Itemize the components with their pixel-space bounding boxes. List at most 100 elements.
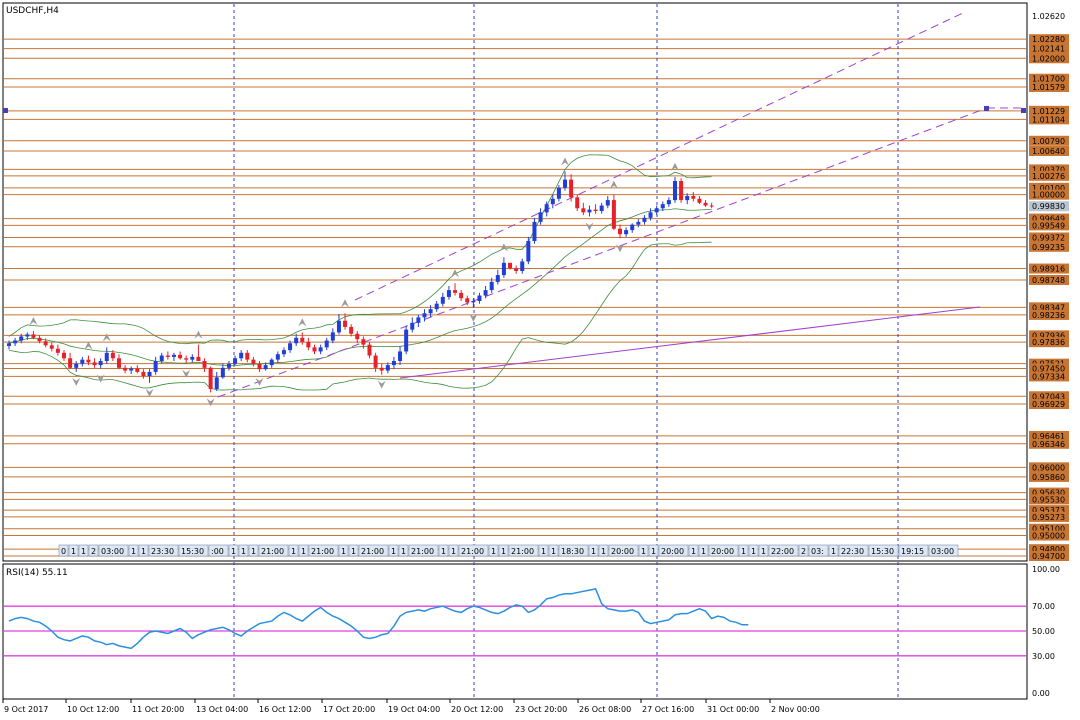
strip-tag: 1 [228,544,239,557]
strip-tag-label: 1 [341,547,346,556]
price-tick: 1.01579 [1029,81,1069,92]
strip-tag-label: 1 [741,547,746,556]
price-tick: 1.00276 [1029,170,1069,181]
strip-tag-label: 21:00 [261,547,284,556]
price-tag-box [1029,275,1069,285]
candle-body [245,352,250,360]
main-panel-frame [2,2,1028,562]
strip-tag-label: 20:00 [711,547,734,556]
price-tag-box [1029,213,1069,224]
candle-body [379,367,384,371]
strip-tag-box [238,544,249,557]
candle-body [587,209,592,213]
strip-tag-box [868,544,899,557]
price-tick: 0.99235 [1029,241,1069,252]
candle-body [165,355,170,357]
strip-tag: 1 [338,544,349,557]
price-tick: 1.01700 [1029,73,1069,84]
price-tick-label: 1.01579 [1032,83,1065,92]
strip-tag-label: 21:00 [311,547,334,556]
candle-body [202,361,207,368]
strip-tag-box [228,544,239,557]
candle-body [135,368,140,372]
strip-tag: 21:00 [458,544,489,557]
price-tick: 0.98236 [1029,309,1069,320]
candle-body [563,179,568,188]
price-tick: 0.95530 [1029,494,1069,505]
candle-body [7,343,11,346]
candles [7,171,714,393]
strip-tag-label: 18:30 [561,547,584,556]
strip-tag-label: 1 [441,547,446,556]
candle-body [336,320,341,333]
strip-tag-box [928,544,959,557]
candle-body [171,354,176,357]
strip-tag-label: 21:00 [361,547,384,556]
price-tag-box [1029,73,1069,84]
strip-tag-box [698,544,709,557]
candle-body [373,355,378,368]
strip-tag-box [758,544,769,557]
price-tick-label: 0.95000 [1032,532,1065,541]
candle-body [220,367,225,378]
fractal-down-arrow [96,374,105,383]
candle-body [679,181,684,201]
channel-handle[interactable] [984,106,989,111]
strip-tag: 1 [248,544,259,557]
price-tick: 0.95630 [1029,487,1069,498]
candle-body [685,196,690,201]
strip-tag-box [128,544,139,557]
price-tag-box [1029,220,1069,231]
price-tick: 0.99372 [1029,232,1069,243]
candle-body [422,313,427,318]
strip-tag: 2 [798,544,809,557]
strip-tag: 22:00 [768,544,799,557]
price-tick-label: 0.95630 [1032,489,1065,498]
price-tick-label: 1.00370 [1032,165,1065,174]
price-tick-label: 0.98748 [1032,276,1065,285]
candle-body [672,181,677,201]
strip-tag-label: 1 [701,547,706,556]
candle-body [349,326,354,334]
strip-tag-box [828,544,839,557]
candle-body [410,322,415,330]
candle-body [544,204,549,213]
price-tag-box [1029,232,1069,243]
fractal-up-arrow [451,269,460,278]
candle-body [636,221,641,225]
strip-tag-box [708,544,739,557]
strip-tag: 1 [448,544,459,557]
strip-tag: 1 [68,544,79,557]
price-tick: 1.01229 [1029,105,1069,116]
candle-body [654,208,659,213]
strip-tag: 22:30 [838,544,869,557]
candle-body [618,228,622,235]
price-tag-box [1029,201,1069,212]
session-label-strip: 0 1 1 2 03:00 1 1 23:30 15:30:00 1 1 1 21:00 1 1 21:00 1… [58,544,959,557]
price-tag-box [1029,241,1069,252]
candle-body [361,339,366,345]
strip-tag-box [178,544,209,557]
price-tag-box [1029,551,1069,561]
strip-tag-label: 1 [551,547,556,556]
candle-body [257,363,262,370]
candle-body [416,317,421,323]
fractal-down-arrow [145,388,154,397]
candle-body [294,337,299,344]
price-tick-label: 0.94700 [1032,552,1065,561]
price-tick-label: 1.00276 [1032,172,1065,181]
chart-handle-right[interactable] [1021,108,1026,113]
strip-tag: 1 [648,544,659,557]
candle-body [92,362,97,366]
price-tick-label: 1.02280 [1032,35,1065,44]
fractal-up-arrow [102,333,111,342]
price-tick-label: 0.96461 [1032,432,1065,441]
price-tick-label: 1.00790 [1032,137,1065,146]
chart-handle-left[interactable] [3,108,8,113]
candle-body [74,363,79,368]
strip-tag-label: 15:30 [871,547,894,556]
strip-tag-label: 1 [541,547,546,556]
price-tag-box [1029,523,1069,534]
strip-tag-label: 1 [141,547,146,556]
